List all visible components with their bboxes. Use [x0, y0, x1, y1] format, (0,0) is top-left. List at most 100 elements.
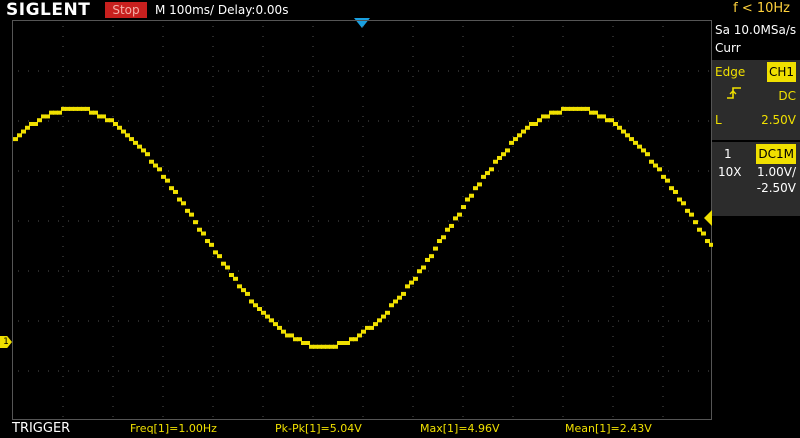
waveform-sample: [309, 344, 314, 349]
waveform-sample: [193, 220, 198, 225]
waveform-sample: [325, 344, 330, 349]
waveform-sample: [505, 148, 510, 153]
waveform-sample: [333, 344, 338, 349]
waveform-sample: [17, 133, 22, 138]
waveform-sample: [389, 303, 394, 308]
waveform-sample: [477, 182, 482, 187]
sample-rate: Sa 10.0MSa/s: [715, 23, 797, 37]
waveform-sample: [513, 137, 518, 142]
acquisition-info: Sa 10.0MSa/s Curr 14.0Mpts: [712, 20, 800, 75]
waveform-sample: [341, 341, 346, 345]
waveform-sample: [417, 269, 422, 274]
graticule: [13, 26, 713, 417]
waveform-sample: [305, 341, 310, 345]
waveform-sample: [689, 212, 694, 217]
waveform-sample: [565, 106, 570, 111]
waveform-sample: [101, 114, 106, 119]
trigger-type: Edge: [715, 65, 746, 79]
waveform-sample: [113, 121, 118, 126]
waveform-sample: [329, 344, 334, 349]
waveform-sample: [97, 114, 102, 119]
trigger-settings[interactable]: Edge CH1 DC L 2.50V: [712, 60, 800, 152]
waveform-sample: [337, 341, 342, 345]
waveform-sample: [77, 106, 82, 111]
waveform-sample: [605, 118, 610, 123]
waveform-sample: [105, 118, 110, 123]
waveform-sample: [541, 114, 546, 119]
waveform-sample: [297, 337, 302, 342]
waveform-sample: [229, 273, 234, 278]
probe-attenuation: 10X: [718, 165, 742, 179]
ch1-waveform: [13, 106, 713, 349]
waveform-sample: [353, 337, 358, 342]
waveform-sample: [265, 314, 270, 319]
waveform-sample: [581, 106, 586, 111]
waveform-sample: [397, 295, 402, 300]
waveform-sample: [289, 333, 294, 338]
brand-logo: SIGLENT: [6, 0, 91, 20]
waveform-sample: [269, 318, 274, 323]
waveform-sample: [117, 125, 122, 130]
waveform-sample: [653, 163, 658, 168]
waveform-sample: [213, 250, 218, 255]
measurement-freq: Freq[1]=1.00Hz: [130, 422, 217, 435]
waveform-sample: [613, 121, 618, 126]
channel1-settings[interactable]: 1 DC1M 10X 1.00V/ -2.50V: [712, 140, 800, 216]
waveform-sample: [673, 189, 678, 194]
trigger-position-marker[interactable]: [354, 18, 370, 28]
waveform-sample: [609, 118, 614, 123]
waveform-sample: [153, 163, 158, 168]
trigger-menu-label[interactable]: TRIGGER: [12, 421, 71, 436]
waveform-sample: [697, 227, 702, 232]
waveform-sample: [201, 231, 206, 236]
trigger-coupling: DC: [778, 89, 796, 103]
waveform-sample: [493, 159, 498, 164]
waveform-sample: [517, 133, 522, 138]
waveform-sample: [225, 265, 230, 270]
waveform-sample: [217, 254, 222, 259]
waveform-sample: [405, 284, 410, 289]
waveform-sample: [693, 220, 698, 225]
waveform-sample: [165, 178, 170, 183]
waveform-sample: [489, 167, 494, 172]
waveform-sample: [481, 174, 486, 179]
waveform-sample: [457, 212, 462, 217]
waveform-sample: [161, 174, 166, 179]
trigger-level-marker[interactable]: [704, 210, 712, 226]
run-stop-indicator[interactable]: Stop: [105, 2, 147, 18]
waveform-sample: [277, 325, 282, 330]
channel-coupling: DC1M: [756, 144, 796, 164]
waveform-sample: [569, 106, 574, 111]
waveform-sample: [677, 197, 682, 202]
waveform-sample: [241, 288, 246, 293]
waveform-sample: [29, 121, 34, 126]
waveform-sample: [649, 159, 654, 164]
measurement-max: Max[1]=4.96V: [420, 422, 500, 435]
waveform-sample: [185, 208, 190, 213]
waveform-sample: [205, 239, 210, 244]
timebase-readout[interactable]: M 100ms/ Delay:0.00s: [155, 3, 288, 17]
waveform-sample: [129, 137, 134, 142]
waveform-sample: [625, 133, 630, 138]
waveform-sample: [93, 110, 98, 115]
waveform-sample: [49, 110, 54, 115]
waveform-sample: [601, 114, 606, 119]
waveform-sample: [141, 148, 146, 153]
channel-offset: -2.50V: [756, 181, 796, 195]
waveform-sample: [421, 265, 426, 270]
waveform-sample: [521, 129, 526, 134]
waveform-sample: [561, 106, 566, 111]
waveform-sample: [345, 341, 350, 345]
trigger-level-label: L: [715, 113, 722, 127]
waveform-sample: [73, 106, 78, 111]
waveform-sample: [357, 333, 362, 338]
waveform-sample: [33, 121, 38, 126]
waveform-sample: [509, 140, 514, 145]
waveform-sample: [177, 197, 182, 202]
waveform-sample: [61, 106, 66, 111]
waveform-sample: [57, 110, 62, 115]
ch1-ground-marker[interactable]: 1: [0, 336, 12, 348]
waveform-display[interactable]: [12, 20, 713, 420]
waveform-sample: [89, 110, 94, 115]
volts-per-div: 1.00V/: [757, 165, 796, 179]
